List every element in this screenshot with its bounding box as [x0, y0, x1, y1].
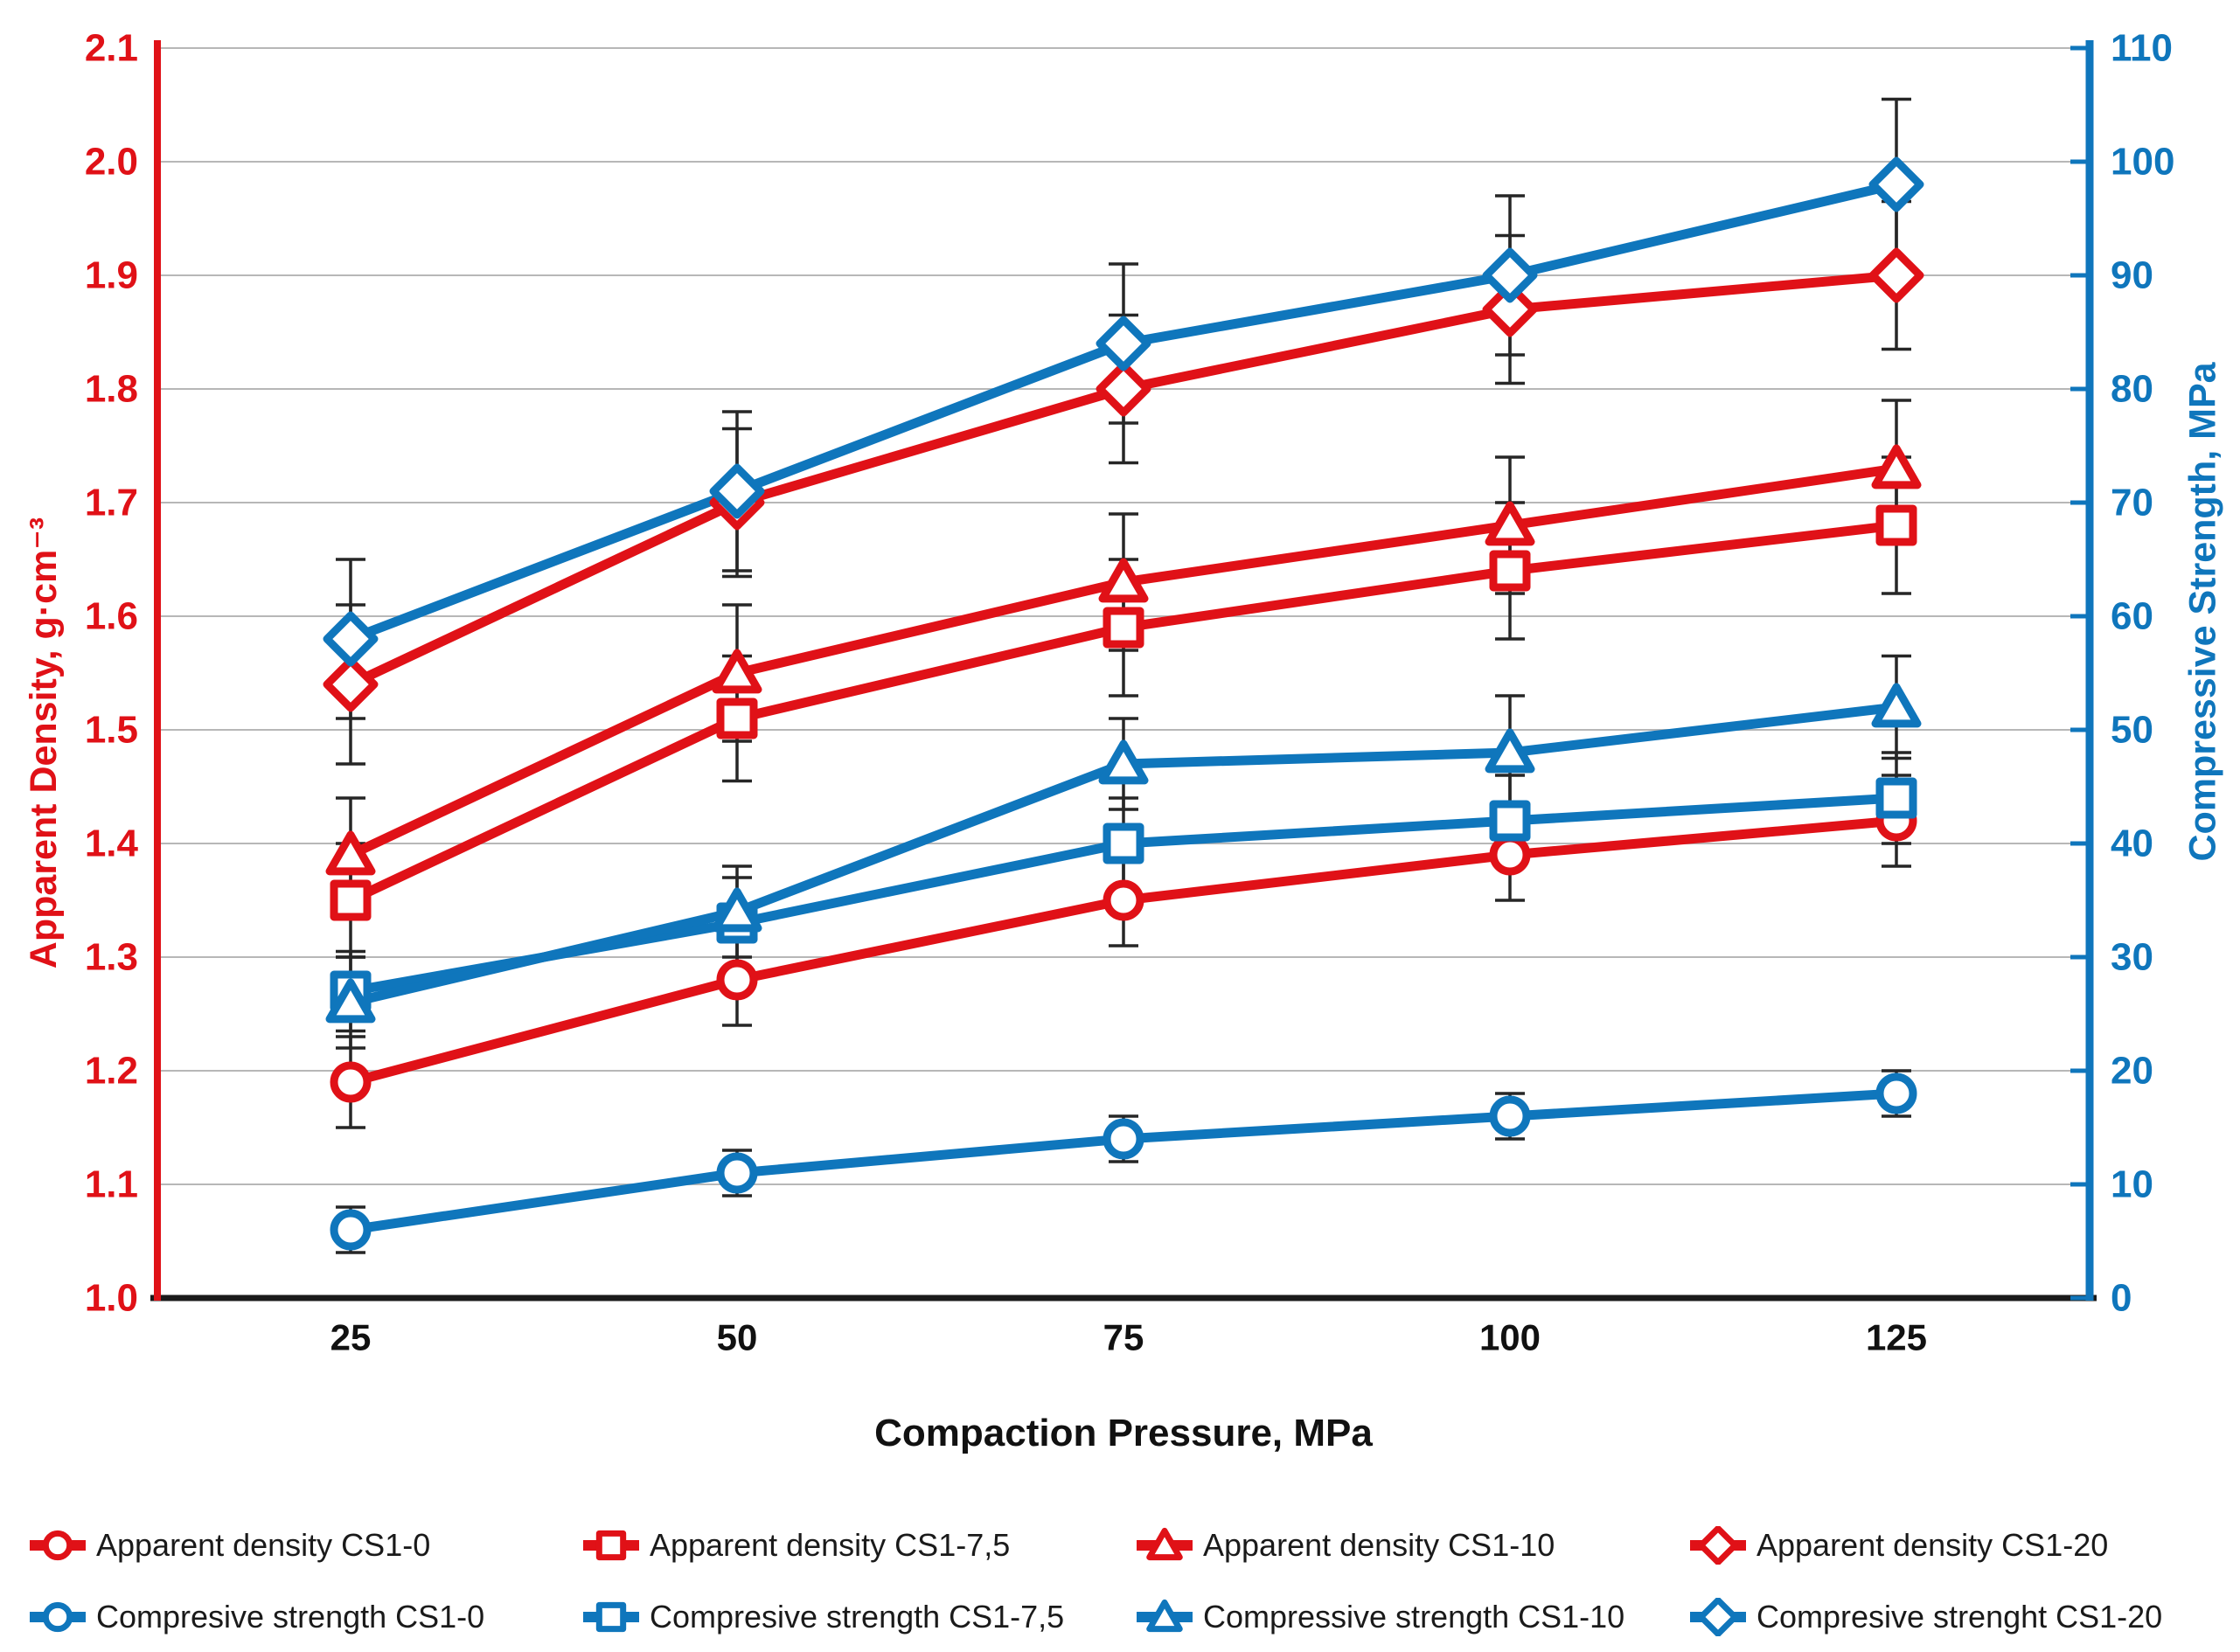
series-markers-compresive-strength-cs1-7-5: [330, 777, 1917, 1012]
series-markers-apparent-density-cs1-10: [325, 444, 1922, 876]
series-markers-compressive-strength-cs1-10: [325, 683, 1922, 1024]
legend-item-compresive-strength-cs1-7-5: Compresive strength CS1-7,5: [580, 1598, 1133, 1636]
legend-label: Compresive strenght CS1-20: [1757, 1599, 2163, 1635]
left-axis-tick-label: 2.1: [85, 27, 138, 70]
right-axis-tick-label: 40: [2111, 823, 2153, 865]
x-axis-tick-label: 50: [717, 1317, 758, 1358]
series-markers-compresive-strength-cs1-0: [330, 1072, 1917, 1251]
legend-marker-square-icon: [583, 1601, 639, 1633]
right-axis-title: Compressive Strength, MPa: [2181, 362, 2224, 862]
legend-marker-square-icon: [583, 1530, 639, 1561]
right-axis-tick-label: 60: [2111, 595, 2153, 638]
x-axis-tick-label: 25: [330, 1317, 372, 1358]
left-axis-tick-label: 1.3: [85, 936, 138, 979]
left-axis-tick-label: 1.9: [85, 254, 138, 297]
series-markers-apparent-density-cs1-7-5: [330, 504, 1917, 921]
left-axis-tick-label: 2.0: [85, 141, 138, 184]
legend-item-compresive-strenght-cs1-20: Compresive strenght CS1-20: [1687, 1598, 2240, 1636]
right-axis-tick-label: 100: [2111, 141, 2174, 184]
right-axis-tick-label: 110: [2111, 27, 2173, 70]
legend-item-apparent-density-cs1-10: Apparent density CS1-10: [1133, 1526, 1687, 1565]
left-axis-tick-label: 1.8: [85, 368, 138, 411]
legend-label: Apparent density CS1-0: [96, 1527, 431, 1563]
x-axis-tick-label: 100: [1479, 1317, 1541, 1358]
right-axis-tick-label: 30: [2111, 936, 2153, 979]
right-axis-tick-label: 0: [2111, 1277, 2132, 1320]
legend-marker-triangle-icon: [1137, 1527, 1193, 1561]
legend-item-compresive-strength-cs1-0: Compresive strength CS1-0: [26, 1598, 580, 1636]
legend-item-apparent-density-cs1-20: Apparent density CS1-20: [1687, 1526, 2240, 1565]
legend-marker-circle-icon: [30, 1601, 86, 1633]
x-axis-tick-label: 75: [1103, 1317, 1144, 1358]
x-axis-title: Compaction Pressure, MPa: [874, 1412, 1373, 1454]
errorbars-compresive-strength-cs1-0: [336, 1069, 1911, 1254]
legend-label: Apparent density CS1-20: [1757, 1527, 2109, 1563]
left-axis-tick-label: 1.1: [85, 1163, 138, 1206]
legend-row: Apparent density CS1-0 Apparent density C…: [26, 1510, 2240, 1581]
left-axis-tick-label: 1.5: [85, 709, 138, 752]
x-axis-tick-label: 125: [1866, 1317, 1927, 1358]
legend-item-apparent-density-cs1-7-5: Apparent density CS1-7,5: [580, 1526, 1133, 1565]
left-axis-title: Apparent Density, g·cm⁻³: [23, 517, 65, 969]
right-axis-tick-label: 50: [2111, 709, 2153, 752]
legend-label: Apparent density CS1-10: [1203, 1527, 1555, 1563]
right-axis-tick-label: 80: [2111, 368, 2153, 411]
left-axis-tick-label: 1.0: [85, 1277, 138, 1320]
series-markers-compresive-strenght-cs1-20: [323, 156, 1924, 667]
legend-row: Compresive strength CS1-0 Compresive stre…: [26, 1581, 2240, 1652]
legend-label: Compressive strength CS1-10: [1203, 1599, 1625, 1635]
left-axis-tick-label: 1.4: [85, 823, 139, 865]
legend-label: Compresive strength CS1-7,5: [650, 1599, 1065, 1635]
legend-item-apparent-density-cs1-0: Apparent density CS1-0: [26, 1526, 580, 1565]
legend-item-compressive-strength-cs1-10: Compressive strength CS1-10: [1133, 1598, 1687, 1636]
left-axis-tick-label: 1.7: [85, 482, 138, 524]
chart-legend: Apparent density CS1-0 Apparent density C…: [26, 1510, 2240, 1652]
right-axis-tick-label: 10: [2111, 1163, 2153, 1206]
right-axis-tick-label: 90: [2111, 254, 2153, 297]
legend-marker-circle-icon: [30, 1530, 86, 1561]
legend-marker-triangle-icon: [1137, 1599, 1193, 1633]
right-axis-tick-label: 70: [2111, 482, 2153, 524]
legend-marker-diamond-icon: [1690, 1598, 1746, 1636]
legend-marker-diamond-icon: [1690, 1526, 1746, 1565]
right-axis-tick-label: 20: [2111, 1050, 2153, 1093]
left-axis-tick-label: 1.6: [85, 595, 138, 638]
legend-label: Apparent density CS1-7,5: [650, 1527, 1011, 1563]
legend-label: Compresive strength CS1-0: [96, 1599, 485, 1635]
left-axis-tick-label: 1.2: [85, 1050, 138, 1093]
